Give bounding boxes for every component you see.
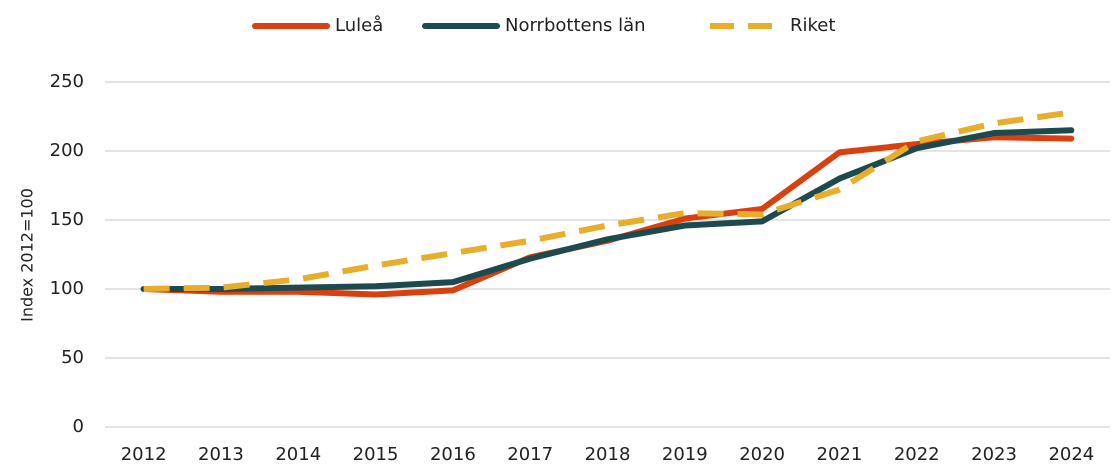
- x-tick-label: 2024: [1048, 444, 1094, 465]
- y-tick-label: 150: [50, 209, 84, 230]
- line-series: [140, 134, 1075, 298]
- legend-label: Norrbottens län: [505, 15, 646, 36]
- line-series: [140, 127, 1075, 292]
- legend-label: Riket: [790, 15, 835, 36]
- line-series: [143, 109, 1072, 292]
- legend-label: Luleå: [335, 15, 383, 36]
- y-tick-label: 250: [50, 71, 84, 92]
- y-tick-label: 50: [61, 347, 84, 368]
- x-tick-label: 2020: [739, 444, 785, 465]
- x-tick-label: 2016: [430, 444, 476, 465]
- x-tick-label: 2014: [275, 444, 321, 465]
- y-tick-label: 100: [50, 278, 84, 299]
- x-tick-label: 2021: [817, 444, 863, 465]
- x-tick-label: 2019: [662, 444, 708, 465]
- y-axis-label: Index 2012=100: [18, 188, 37, 322]
- x-tick-label: 2013: [198, 444, 244, 465]
- x-tick-label: 2015: [353, 444, 399, 465]
- x-tick-label: 2012: [121, 444, 167, 465]
- y-tick-label: 200: [50, 140, 84, 161]
- y-tick-label: 0: [73, 416, 84, 437]
- x-tick-label: 2017: [507, 444, 553, 465]
- x-tick-label: 2018: [585, 444, 631, 465]
- x-tick-label: 2023: [971, 444, 1017, 465]
- x-tick-label: 2022: [894, 444, 940, 465]
